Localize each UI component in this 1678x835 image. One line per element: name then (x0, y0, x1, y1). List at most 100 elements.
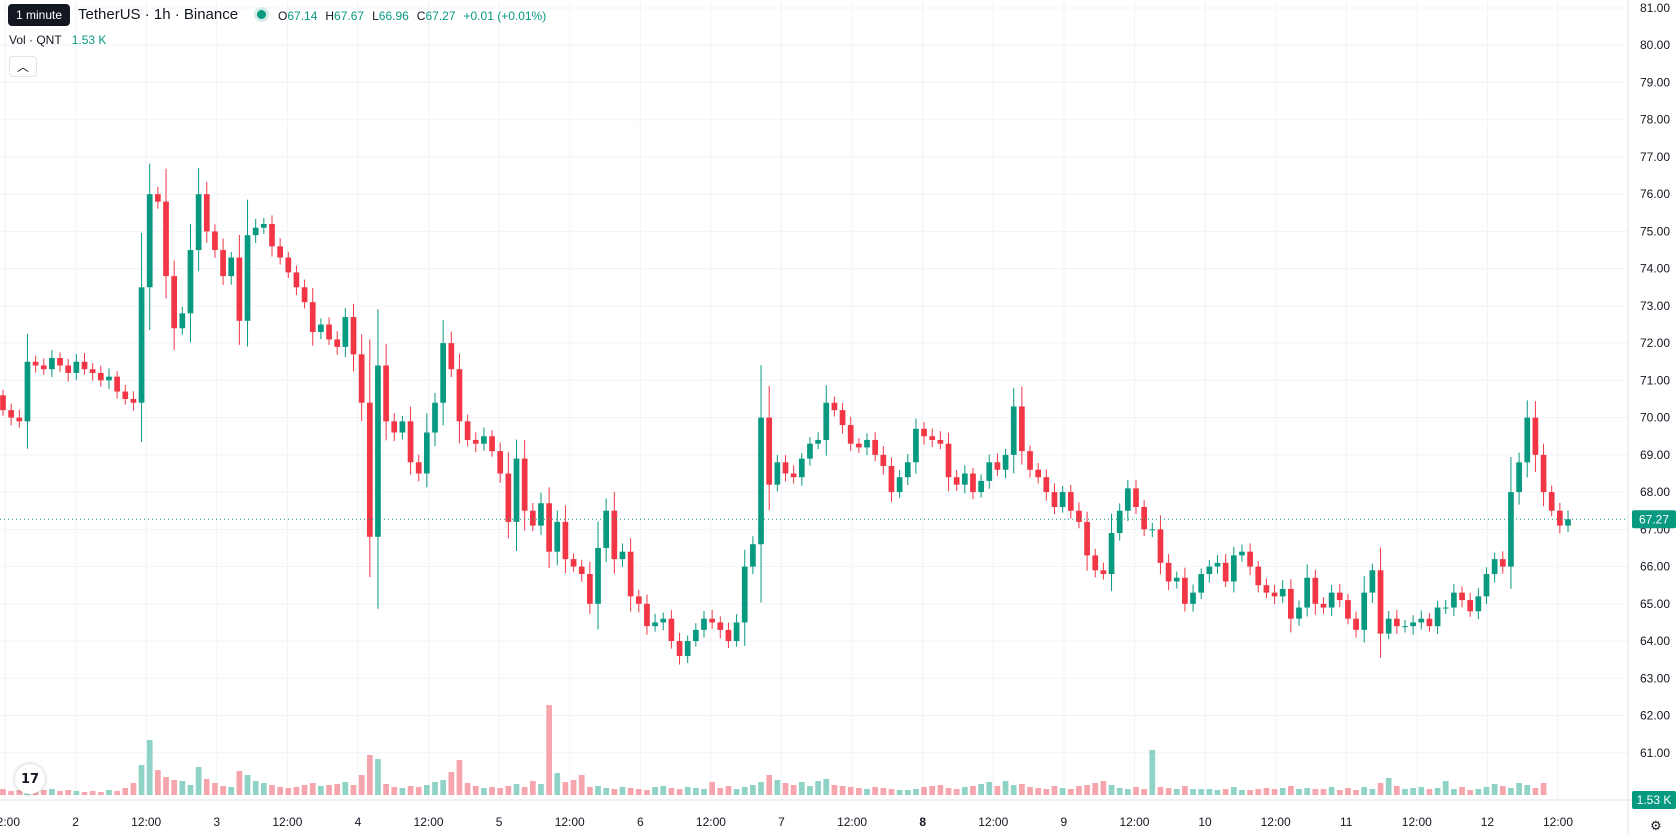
volume-bar (358, 775, 365, 795)
low-value: 66.96 (378, 9, 409, 23)
volume-bar (1467, 790, 1474, 795)
candle-body (1182, 577, 1188, 604)
candle-body (1475, 596, 1482, 612)
volume-bar (1198, 789, 1205, 795)
volume-bar (366, 755, 373, 795)
candle-body (913, 428, 919, 463)
candle-body (81, 361, 88, 370)
candle-body (57, 358, 63, 366)
settings-gear-icon[interactable]: ⚙ (1650, 818, 1662, 833)
volume-legend: Vol · QNT 1.53 K (9, 33, 106, 47)
volume-bar (913, 789, 919, 795)
y-tick-label: 79.00 (1640, 75, 1670, 89)
volume-bar (1124, 789, 1131, 795)
tradingview-logo-icon[interactable]: 17 (15, 764, 45, 794)
volume-bar (611, 789, 618, 795)
volume-bar (587, 787, 593, 795)
candle-body (692, 629, 699, 642)
candle-body (1214, 562, 1221, 567)
volume-bar (195, 767, 202, 795)
x-tick-label: 8 (919, 815, 926, 829)
volume-bar (880, 788, 887, 795)
volume-bar (619, 787, 626, 795)
candle-body (220, 250, 226, 277)
candle-body (994, 462, 1001, 470)
candle-body (570, 559, 577, 567)
candle-body (595, 547, 601, 604)
volume-bar (318, 786, 324, 795)
volume-bar (481, 788, 487, 795)
volume-bar (334, 784, 341, 795)
candle-body (277, 246, 283, 258)
volume-bar (733, 789, 740, 795)
volume-bar (1051, 786, 1058, 795)
volume-bar (717, 788, 724, 795)
volume-bar (1230, 787, 1237, 795)
candle-body (741, 566, 748, 623)
x-tick-label: 12:00 (0, 815, 20, 829)
candle-body (318, 324, 324, 332)
volume-bar (709, 782, 715, 795)
candle-body (1451, 592, 1457, 608)
candle-body (1206, 566, 1213, 575)
candle-body (1467, 600, 1474, 612)
volume-bar (383, 784, 389, 795)
volume-bar (856, 788, 862, 795)
candle-body (171, 276, 178, 329)
volume-bar (807, 786, 813, 795)
candle-body (635, 596, 642, 604)
candle-body (750, 544, 756, 567)
volume-bar (774, 780, 781, 795)
candle-body (937, 439, 944, 444)
candle-body (456, 369, 463, 422)
candle-body (334, 339, 341, 347)
candle-body (1247, 551, 1253, 567)
volume-bar (342, 782, 349, 795)
volume-bar (1369, 789, 1376, 795)
candle-body (1149, 529, 1156, 531)
candle-body (1067, 492, 1074, 511)
volume-bar (595, 786, 601, 795)
candle-body (1483, 574, 1490, 597)
candle-body (717, 622, 724, 630)
candle-body (847, 425, 854, 444)
volume-bar (1182, 786, 1188, 795)
x-tick-label: 12:00 (555, 815, 585, 829)
candle-body (1141, 506, 1147, 530)
candle-body (1524, 417, 1531, 463)
candle-body (1296, 607, 1302, 619)
collapse-legend-button[interactable]: ︿ (9, 56, 37, 77)
candle-body (146, 194, 153, 288)
volume-bar (407, 786, 414, 795)
volume-bar (8, 791, 15, 795)
candle-body (1108, 533, 1115, 575)
volume-bar (970, 786, 976, 795)
candle-body (122, 391, 129, 399)
y-tick-label: 78.00 (1640, 113, 1670, 127)
low-label: L (372, 9, 379, 23)
candle-body (1076, 510, 1082, 522)
candle-body (562, 521, 569, 560)
high-label: H (325, 9, 335, 23)
volume-bar (1133, 787, 1139, 795)
volume-bar (1516, 783, 1522, 795)
candle-body (1345, 600, 1351, 619)
volume-bar (864, 789, 870, 795)
candle-body (774, 462, 781, 485)
symbol-title[interactable]: TetherUS · 1h · Binance (78, 6, 239, 23)
volume-bar (1222, 789, 1229, 795)
volume-bar (285, 788, 292, 795)
candle-body (538, 503, 544, 526)
volume-bar (1027, 787, 1033, 795)
candle-body (627, 551, 634, 597)
y-tick-label: 68.00 (1640, 485, 1670, 499)
y-tick-label: 63.00 (1640, 671, 1670, 685)
volume-bar (277, 787, 283, 795)
volume-bar (1288, 786, 1294, 795)
candle-body (1279, 588, 1286, 597)
candle-body (1532, 417, 1539, 455)
volume-bar (97, 792, 104, 795)
candle-body (1516, 462, 1522, 493)
volume-bar (244, 775, 251, 795)
